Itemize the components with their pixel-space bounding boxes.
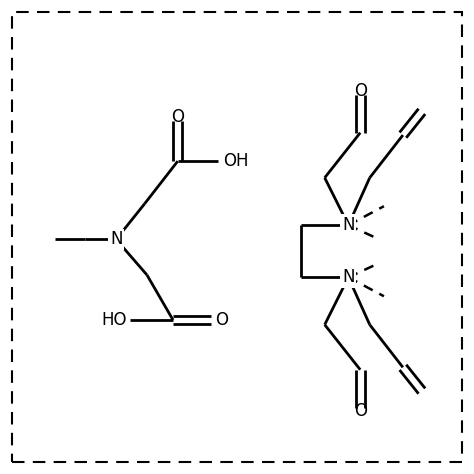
Text: O: O [354,402,367,420]
Text: O: O [354,82,367,100]
Text: HO: HO [101,311,127,329]
Text: N: N [342,216,355,234]
Text: O: O [171,108,184,126]
Text: O: O [215,311,228,329]
Text: N: N [110,230,122,248]
Text: OH: OH [223,152,248,170]
Text: N: N [342,268,355,286]
